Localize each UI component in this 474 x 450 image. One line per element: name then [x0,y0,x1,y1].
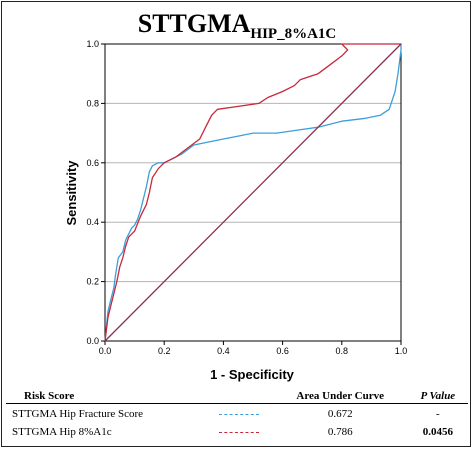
x-tick-label-4: 0.8 [336,346,349,356]
y-tick-label-3: 0.6 [86,158,99,168]
x-tick-label-0: 0.0 [99,346,112,356]
header-line-swatch [205,388,273,404]
plot-area: 0.0 0.2 0.4 0.6 0.8 1.0 0.0 0.2 0.4 0.6 0.8 1.0 [86,39,407,356]
row-pvalue: 0.0456 [422,426,453,438]
header-risk-score: Risk Score [6,388,206,404]
y-tick-label-1: 0.2 [86,277,99,287]
table-row: STTGMA Hip Fracture Score 0.672 - [6,404,468,423]
table-row: STTGMA Hip 8%A1c 0.786 0.0456 [6,422,468,440]
auc-table: Risk Score Area Under Curve P Value STTG… [6,388,468,440]
y-axis-label: Sensitivity [64,160,79,226]
row-line-swatch [205,422,273,440]
roc-chart: STTGMAHIP_8%A1C 0.0 0.2 0.4 0.6 0.8 1.0 0.0 0.2… [64,9,407,382]
x-tick-label-3: 0.6 [276,346,289,356]
x-tick-label-5: 1.0 [395,346,408,356]
row-pvalue: - [435,408,440,420]
header-pvalue: P Value [407,388,468,404]
x-tick-label-1: 0.2 [158,346,171,356]
chart-title-main: STTGMA [138,9,251,38]
row-risk-score-name: STTGMA Hip Fracture Score [12,408,144,420]
y-tick-label-4: 0.8 [86,98,99,108]
y-tick-label-0: 0.0 [86,336,99,346]
x-axis-label: 1 - Specificity [210,367,295,382]
row-line-swatch [205,404,273,423]
auc-table-header: Risk Score Area Under Curve P Value [6,388,468,404]
y-tick-label-2: 0.4 [86,217,99,227]
plot-border [104,43,402,342]
x-tick-label-2: 0.4 [217,346,230,356]
chart-title: STTGMAHIP_8%A1C [138,9,337,42]
series-line-0 [104,44,402,342]
y-tick-label-5: 1.0 [86,39,99,49]
dashed-line-swatch-icon [218,413,259,415]
row-auc-value: 0.672 [327,408,353,420]
dashed-line-swatch-icon [218,431,259,433]
series-line-1 [104,43,401,342]
row-risk-score-name: STTGMA Hip 8%A1c [12,426,112,438]
series-line-2 [104,43,402,342]
row-auc-value: 0.786 [327,426,353,438]
chart-title-subscript: HIP_8%A1C [250,26,336,42]
header-auc: Area Under Curve [272,388,408,404]
